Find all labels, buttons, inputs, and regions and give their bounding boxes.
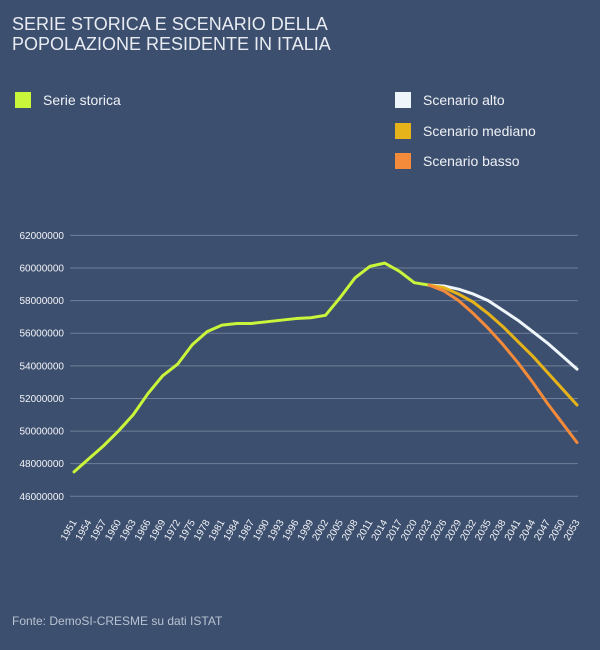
legend-swatch xyxy=(395,153,411,169)
y-tick-label: 52000000 xyxy=(20,394,65,405)
legend-swatch xyxy=(15,92,31,108)
chart-title: SERIE STORICA E SCENARIO DELLA POPOLAZIO… xyxy=(12,14,331,54)
series-line xyxy=(427,283,579,444)
y-tick-label: 54000000 xyxy=(20,361,65,372)
series-line xyxy=(427,283,579,371)
legend-item: Scenario mediano xyxy=(395,123,536,139)
legend-item: Scenario basso xyxy=(395,153,520,169)
legend-item: Serie storica xyxy=(15,92,121,108)
legend-label: Scenario mediano xyxy=(423,123,536,139)
y-tick-label: 58000000 xyxy=(20,296,65,307)
legend-label: Scenario basso xyxy=(423,153,520,169)
y-tick-label: 48000000 xyxy=(20,459,65,470)
legend-swatch xyxy=(395,92,411,108)
y-tick-label: 50000000 xyxy=(20,427,65,438)
legend-label: Serie storica xyxy=(43,92,121,108)
series-line xyxy=(72,261,431,474)
x-tick-label: 2053 xyxy=(562,518,583,543)
legend-item: Scenario alto xyxy=(395,92,505,108)
series-line xyxy=(427,283,579,407)
legend-swatch xyxy=(395,123,411,139)
y-tick-label: 56000000 xyxy=(20,329,65,340)
legend-label: Scenario alto xyxy=(423,92,505,108)
y-tick-label: 62000000 xyxy=(20,231,65,242)
y-tick-label: 46000000 xyxy=(20,492,65,503)
y-tick-label: 60000000 xyxy=(20,264,65,275)
source-note: Fonte: DemoSI-CRESME su dati ISTAT xyxy=(12,614,223,628)
